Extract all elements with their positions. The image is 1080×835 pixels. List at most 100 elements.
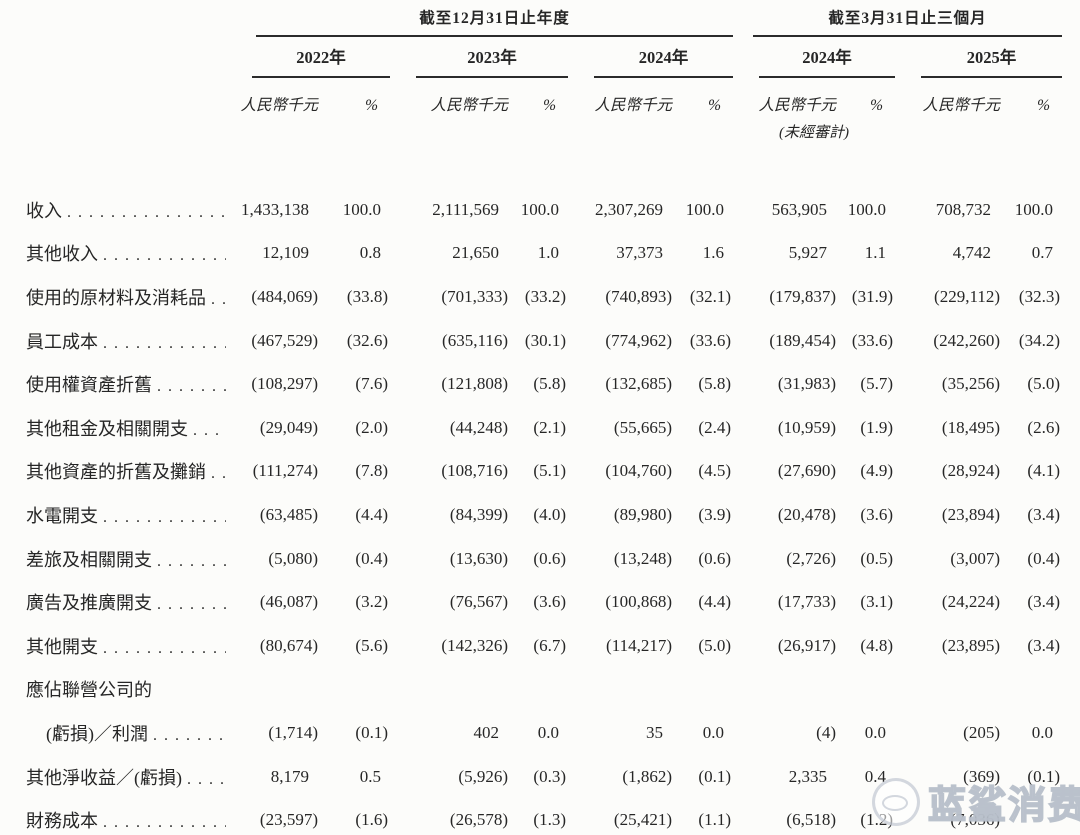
- table-row: (虧損)／利潤 (1,714) (0.1) 402 0.0 35 0.0 (4) 0.0 (205…: [26, 711, 1062, 755]
- amount-value: (132,685): [605, 374, 672, 394]
- amount-value: (17,733): [777, 592, 836, 612]
- percent-value: (3.6): [533, 592, 566, 612]
- percent-header: %: [365, 97, 378, 114]
- percent-value: 0.8: [359, 243, 381, 263]
- row-label-cell: 其他資產的折舊及攤銷: [26, 458, 226, 484]
- percent-value: (1.6): [355, 810, 388, 830]
- percent-value: (3.4): [1027, 504, 1060, 524]
- dot-leader: [103, 811, 226, 832]
- amount-value: (142,326): [441, 635, 508, 655]
- row-label: 其他收入: [26, 244, 98, 265]
- amount-value: (13,248): [613, 548, 672, 568]
- year-header: 2023年: [416, 44, 568, 78]
- percent-value: (3.4): [1027, 592, 1060, 612]
- column-group-title: 截至12月31日止年度: [256, 6, 733, 37]
- dot-leader: [103, 637, 226, 658]
- amount-value: (10,959): [777, 417, 836, 437]
- percent-value: 0.0: [537, 722, 559, 742]
- table-row: 水電開支 (63,485) (4.4) (84,399) (4.0) (89,980) (3…: [26, 493, 1062, 537]
- amount-value: (369): [963, 766, 1000, 786]
- dot-leader: [187, 768, 226, 789]
- amount-value: (44,248): [449, 417, 508, 437]
- percent-value: (5.0): [1027, 374, 1060, 394]
- amount-value: (31,983): [777, 374, 836, 394]
- header-note-row: (未經審計): [26, 121, 1062, 142]
- table-row: 其他資產的折舊及攤銷 (111,274) (7.8) (108,716) (5.1) (1…: [26, 450, 1062, 494]
- percent-value: (1.1): [698, 810, 731, 830]
- amount-value: (6,518): [786, 810, 836, 830]
- table-row: 財務成本 (23,597) (1.6) (26,578) (1.3) (25,421) (1…: [26, 798, 1062, 835]
- percent-value: (3.9): [698, 504, 731, 524]
- amount-value: (104,760): [605, 461, 672, 481]
- amount-value: (3,007): [950, 548, 1000, 568]
- amount-value: (635,116): [442, 330, 508, 350]
- percent-value: (4.5): [698, 461, 731, 481]
- amount-value: (740,893): [605, 286, 672, 306]
- unit-header: 人民幣千元: [758, 97, 836, 114]
- percent-value: (1.2): [860, 810, 893, 830]
- amount-value: (13,630): [449, 548, 508, 568]
- percent-value: (0.1): [355, 722, 388, 742]
- amount-value: 12,109: [262, 243, 309, 263]
- dot-leader: [157, 593, 226, 614]
- percent-value: (33.2): [524, 286, 566, 306]
- amount-value: (7,036): [950, 810, 1000, 830]
- amount-value: (26,917): [777, 635, 836, 655]
- amount-value: (26,578): [449, 810, 508, 830]
- percent-value: 0.4: [864, 766, 886, 786]
- amount-value: (76,567): [449, 592, 508, 612]
- year-header: 2024年: [594, 44, 733, 78]
- row-label: 廣告及推廣開支: [26, 593, 152, 614]
- amount-value: (189,454): [769, 330, 836, 350]
- amount-value: 708,732: [935, 199, 991, 219]
- amount-value: (205): [963, 722, 1000, 742]
- amount-value: (24,224): [941, 592, 1000, 612]
- amount-value: (23,895): [941, 635, 1000, 655]
- financial-table: 截至12月31日止年度 截至3月31日止三個月 2022年 2023年 2024年 20…: [26, 6, 1062, 835]
- table-row: 其他租金及相關開支 (29,049) (2.0) (44,248) (2.1) (55,6…: [26, 406, 1062, 450]
- amount-value: (774,962): [605, 330, 672, 350]
- amount-value: (4): [816, 722, 836, 742]
- percent-value: (5.7): [860, 374, 893, 394]
- amount-value: (84,399): [449, 504, 508, 524]
- percent-value: (0.3): [533, 766, 566, 786]
- table-row: 收入 1,433,138 100.0 2,111,569 100.0 2,307,269 1…: [26, 188, 1062, 232]
- percent-value: 100.0: [1014, 199, 1053, 219]
- table-row: 其他收入 12,109 0.8 21,650 1.0 37,373 1.6 5,927 1.1 4…: [26, 232, 1062, 276]
- amount-value: (5,080): [268, 548, 318, 568]
- percent-value: (4.8): [860, 635, 893, 655]
- percent-value: 100.0: [685, 199, 724, 219]
- percent-value: (4.4): [698, 592, 731, 612]
- row-label-cell: 其他淨收益／(虧損): [26, 764, 226, 790]
- amount-value: (2,726): [786, 548, 836, 568]
- table-row: 使用的原材料及消耗品 (484,069) (33.8) (701,333) (33.2)…: [26, 275, 1062, 319]
- row-label-cell: 財務成本: [26, 807, 226, 833]
- amount-value: (121,808): [441, 374, 508, 394]
- percent-value: 1.0: [537, 243, 559, 263]
- amount-value: (108,716): [441, 461, 508, 481]
- amount-value: 35: [646, 722, 663, 742]
- percent-value: (2.0): [355, 417, 388, 437]
- percent-header: %: [870, 97, 883, 114]
- amount-value: (25,421): [613, 810, 672, 830]
- column-group-title: 截至3月31日止三個月: [753, 6, 1062, 37]
- unit-header: 人民幣千元: [240, 97, 318, 114]
- dot-leader: [157, 375, 226, 396]
- percent-value: (0.1): [698, 766, 731, 786]
- row-label-cell: 差旅及相關開支: [26, 546, 226, 572]
- percent-value: (0.6): [533, 548, 566, 568]
- amount-value: 563,905: [771, 199, 827, 219]
- amount-value: (100,868): [605, 592, 672, 612]
- amount-value: (46,087): [259, 592, 318, 612]
- amount-value: (28,924): [941, 461, 1000, 481]
- amount-value: 2,335: [788, 766, 827, 786]
- row-label-cell: 應佔聯營公司的: [26, 676, 226, 702]
- dot-leader: [211, 288, 226, 309]
- year-header: 2024年: [759, 44, 895, 78]
- percent-value: 100.0: [342, 199, 381, 219]
- percent-value: 0.7: [1031, 243, 1053, 263]
- dot-leader: [67, 201, 226, 222]
- amount-value: (179,837): [769, 286, 836, 306]
- amount-value: (23,597): [259, 810, 318, 830]
